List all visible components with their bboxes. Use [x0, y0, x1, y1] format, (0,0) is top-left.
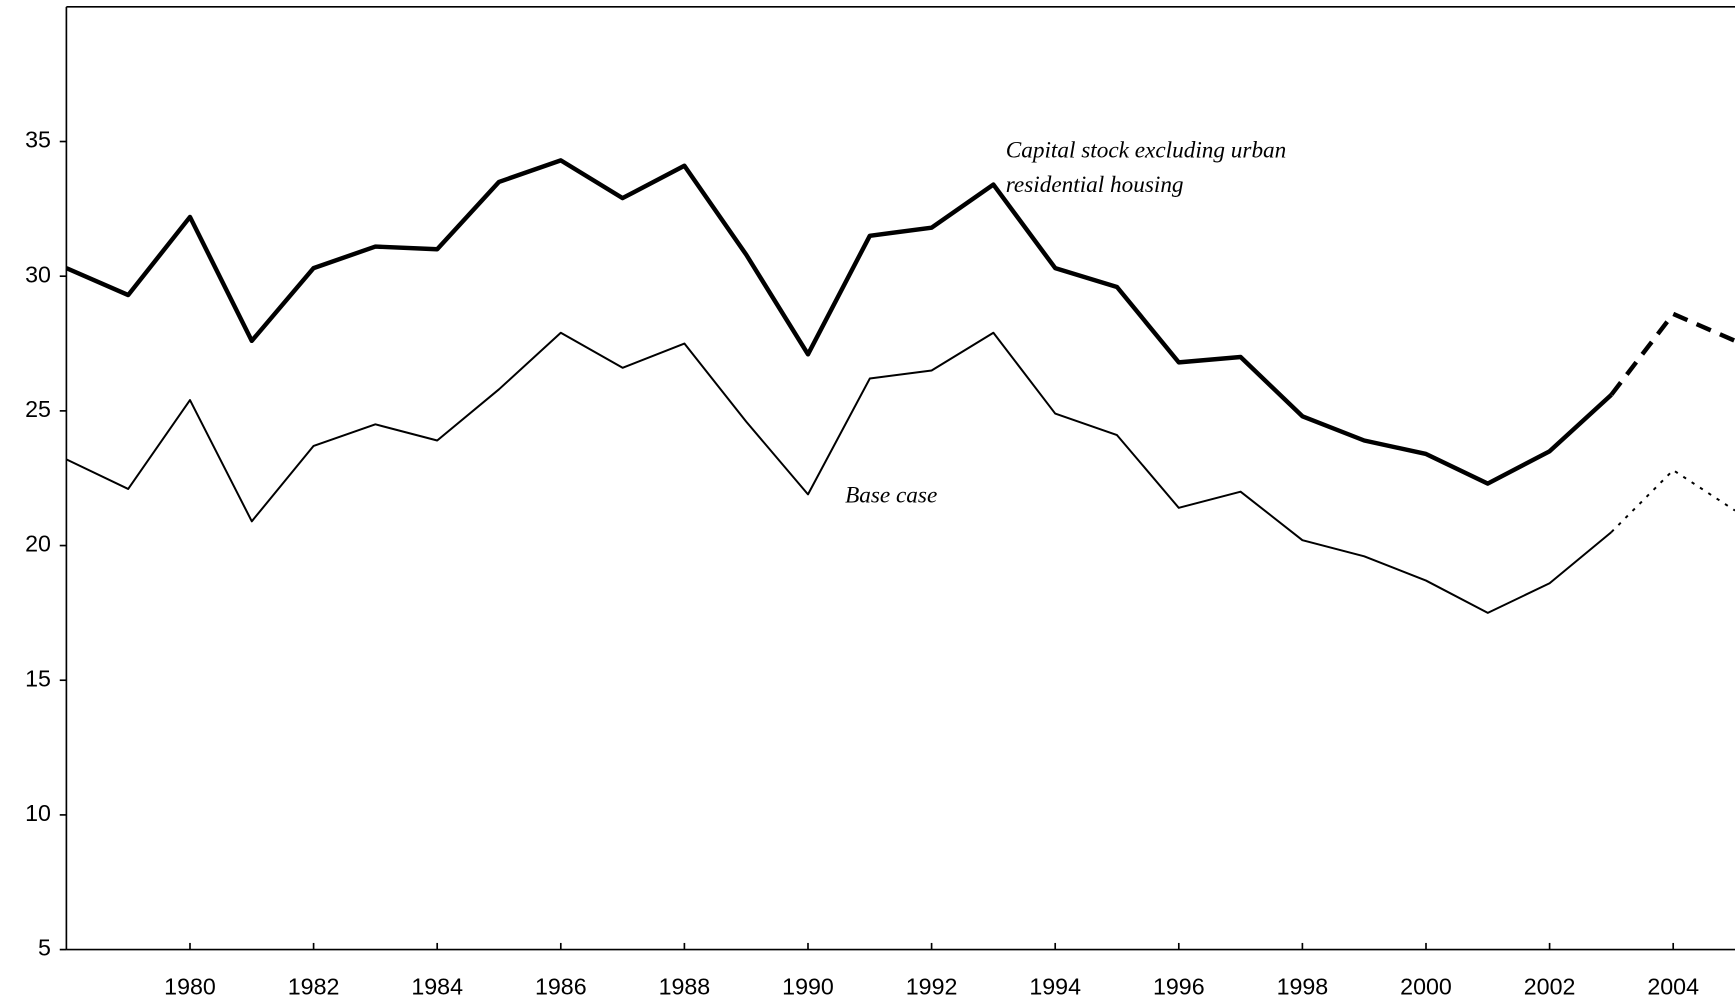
y-tick-label: 20 [25, 531, 51, 557]
annotation: Base case [845, 482, 937, 508]
y-tick-label: 30 [25, 261, 51, 287]
x-tick-label: 1982 [288, 973, 340, 999]
x-tick-label: 1988 [659, 973, 711, 999]
x-tick-label: 1996 [1153, 973, 1205, 999]
x-tick-label: 2000 [1400, 973, 1452, 999]
y-tick-label: 10 [25, 800, 51, 826]
x-tick-label: 1994 [1029, 973, 1081, 999]
series-line [65, 331, 1613, 614]
y-tick-label: 5 [38, 935, 51, 961]
x-tick-label: 2002 [1524, 973, 1576, 999]
x-tick-label: 1990 [782, 973, 834, 999]
x-tick-label: 1992 [906, 973, 958, 999]
x-tick-label: 1980 [164, 973, 216, 999]
x-tick-label: 1984 [411, 973, 463, 999]
annotation: Capital stock excluding urban [1006, 138, 1287, 164]
series-line [1610, 469, 1735, 533]
series-line [1609, 311, 1735, 397]
y-tick-label: 25 [25, 396, 51, 422]
y-tick-label: 35 [25, 127, 51, 153]
series-line [65, 158, 1613, 486]
annotation: residential housing [1006, 172, 1184, 198]
x-tick-label: 1998 [1277, 973, 1329, 999]
x-tick-label: 2004 [1647, 973, 1699, 999]
x-tick-label: 1986 [535, 973, 587, 999]
y-tick-label: 15 [25, 665, 51, 691]
